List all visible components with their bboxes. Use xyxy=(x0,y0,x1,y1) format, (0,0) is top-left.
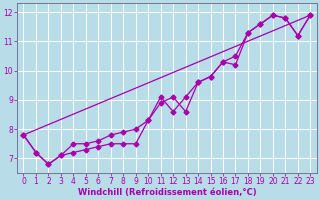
X-axis label: Windchill (Refroidissement éolien,°C): Windchill (Refroidissement éolien,°C) xyxy=(77,188,256,197)
